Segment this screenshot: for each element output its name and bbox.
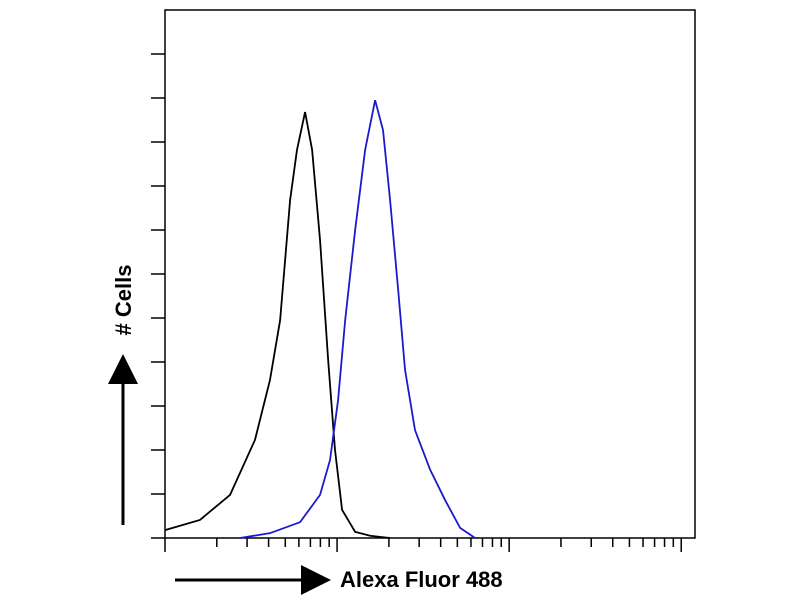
histogram-line: [164, 111, 391, 539]
plot-frame: [164, 9, 696, 539]
histogram-line: [239, 99, 476, 539]
y-axis-label: # Cells: [111, 265, 136, 336]
x-axis-label: Alexa Fluor 488: [340, 567, 503, 592]
